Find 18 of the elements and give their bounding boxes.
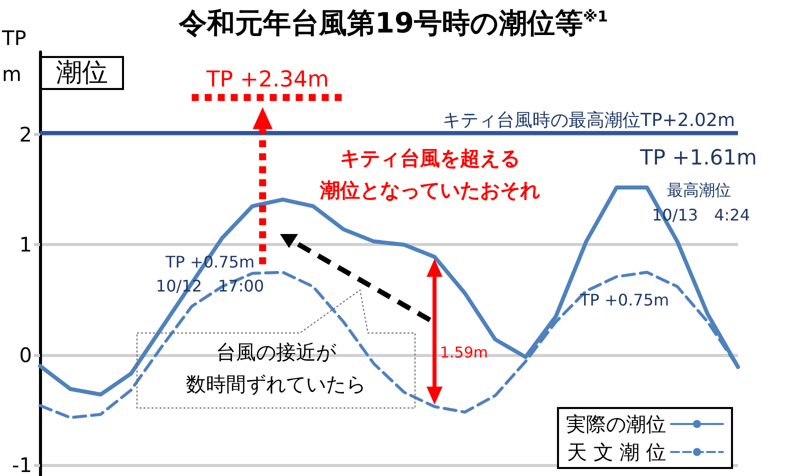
annotation: キティ台風を超える [340, 146, 520, 170]
ref-line-label: TP +2.34m [205, 68, 329, 93]
annotation: 台風の接近が [216, 340, 337, 364]
annotation: TP +0.75m [579, 290, 670, 310]
y-axis-title: TP m [1, 26, 26, 86]
annotation: 数時間ずれていたら [186, 372, 366, 396]
annotation: TP +1.61m [639, 146, 757, 170]
y-tick-label: 1 [19, 232, 32, 257]
annotation: 1.59m [440, 344, 488, 362]
ref-line-label: キティ台風時の最高潮位TP+2.02m [442, 110, 735, 131]
y-tick-label: -1 [12, 452, 32, 476]
y-tick-label: 0 [19, 342, 32, 367]
annotation: 潮位となっていたおそれ [319, 178, 540, 202]
legend-label: 天 文 潮 位 [566, 440, 666, 464]
annotation: 潮位 [56, 58, 108, 88]
legend-label: 実際の潮位 [566, 412, 666, 436]
y-tick-label: 2 [19, 122, 32, 147]
annotation: 最高潮位 [667, 180, 731, 200]
